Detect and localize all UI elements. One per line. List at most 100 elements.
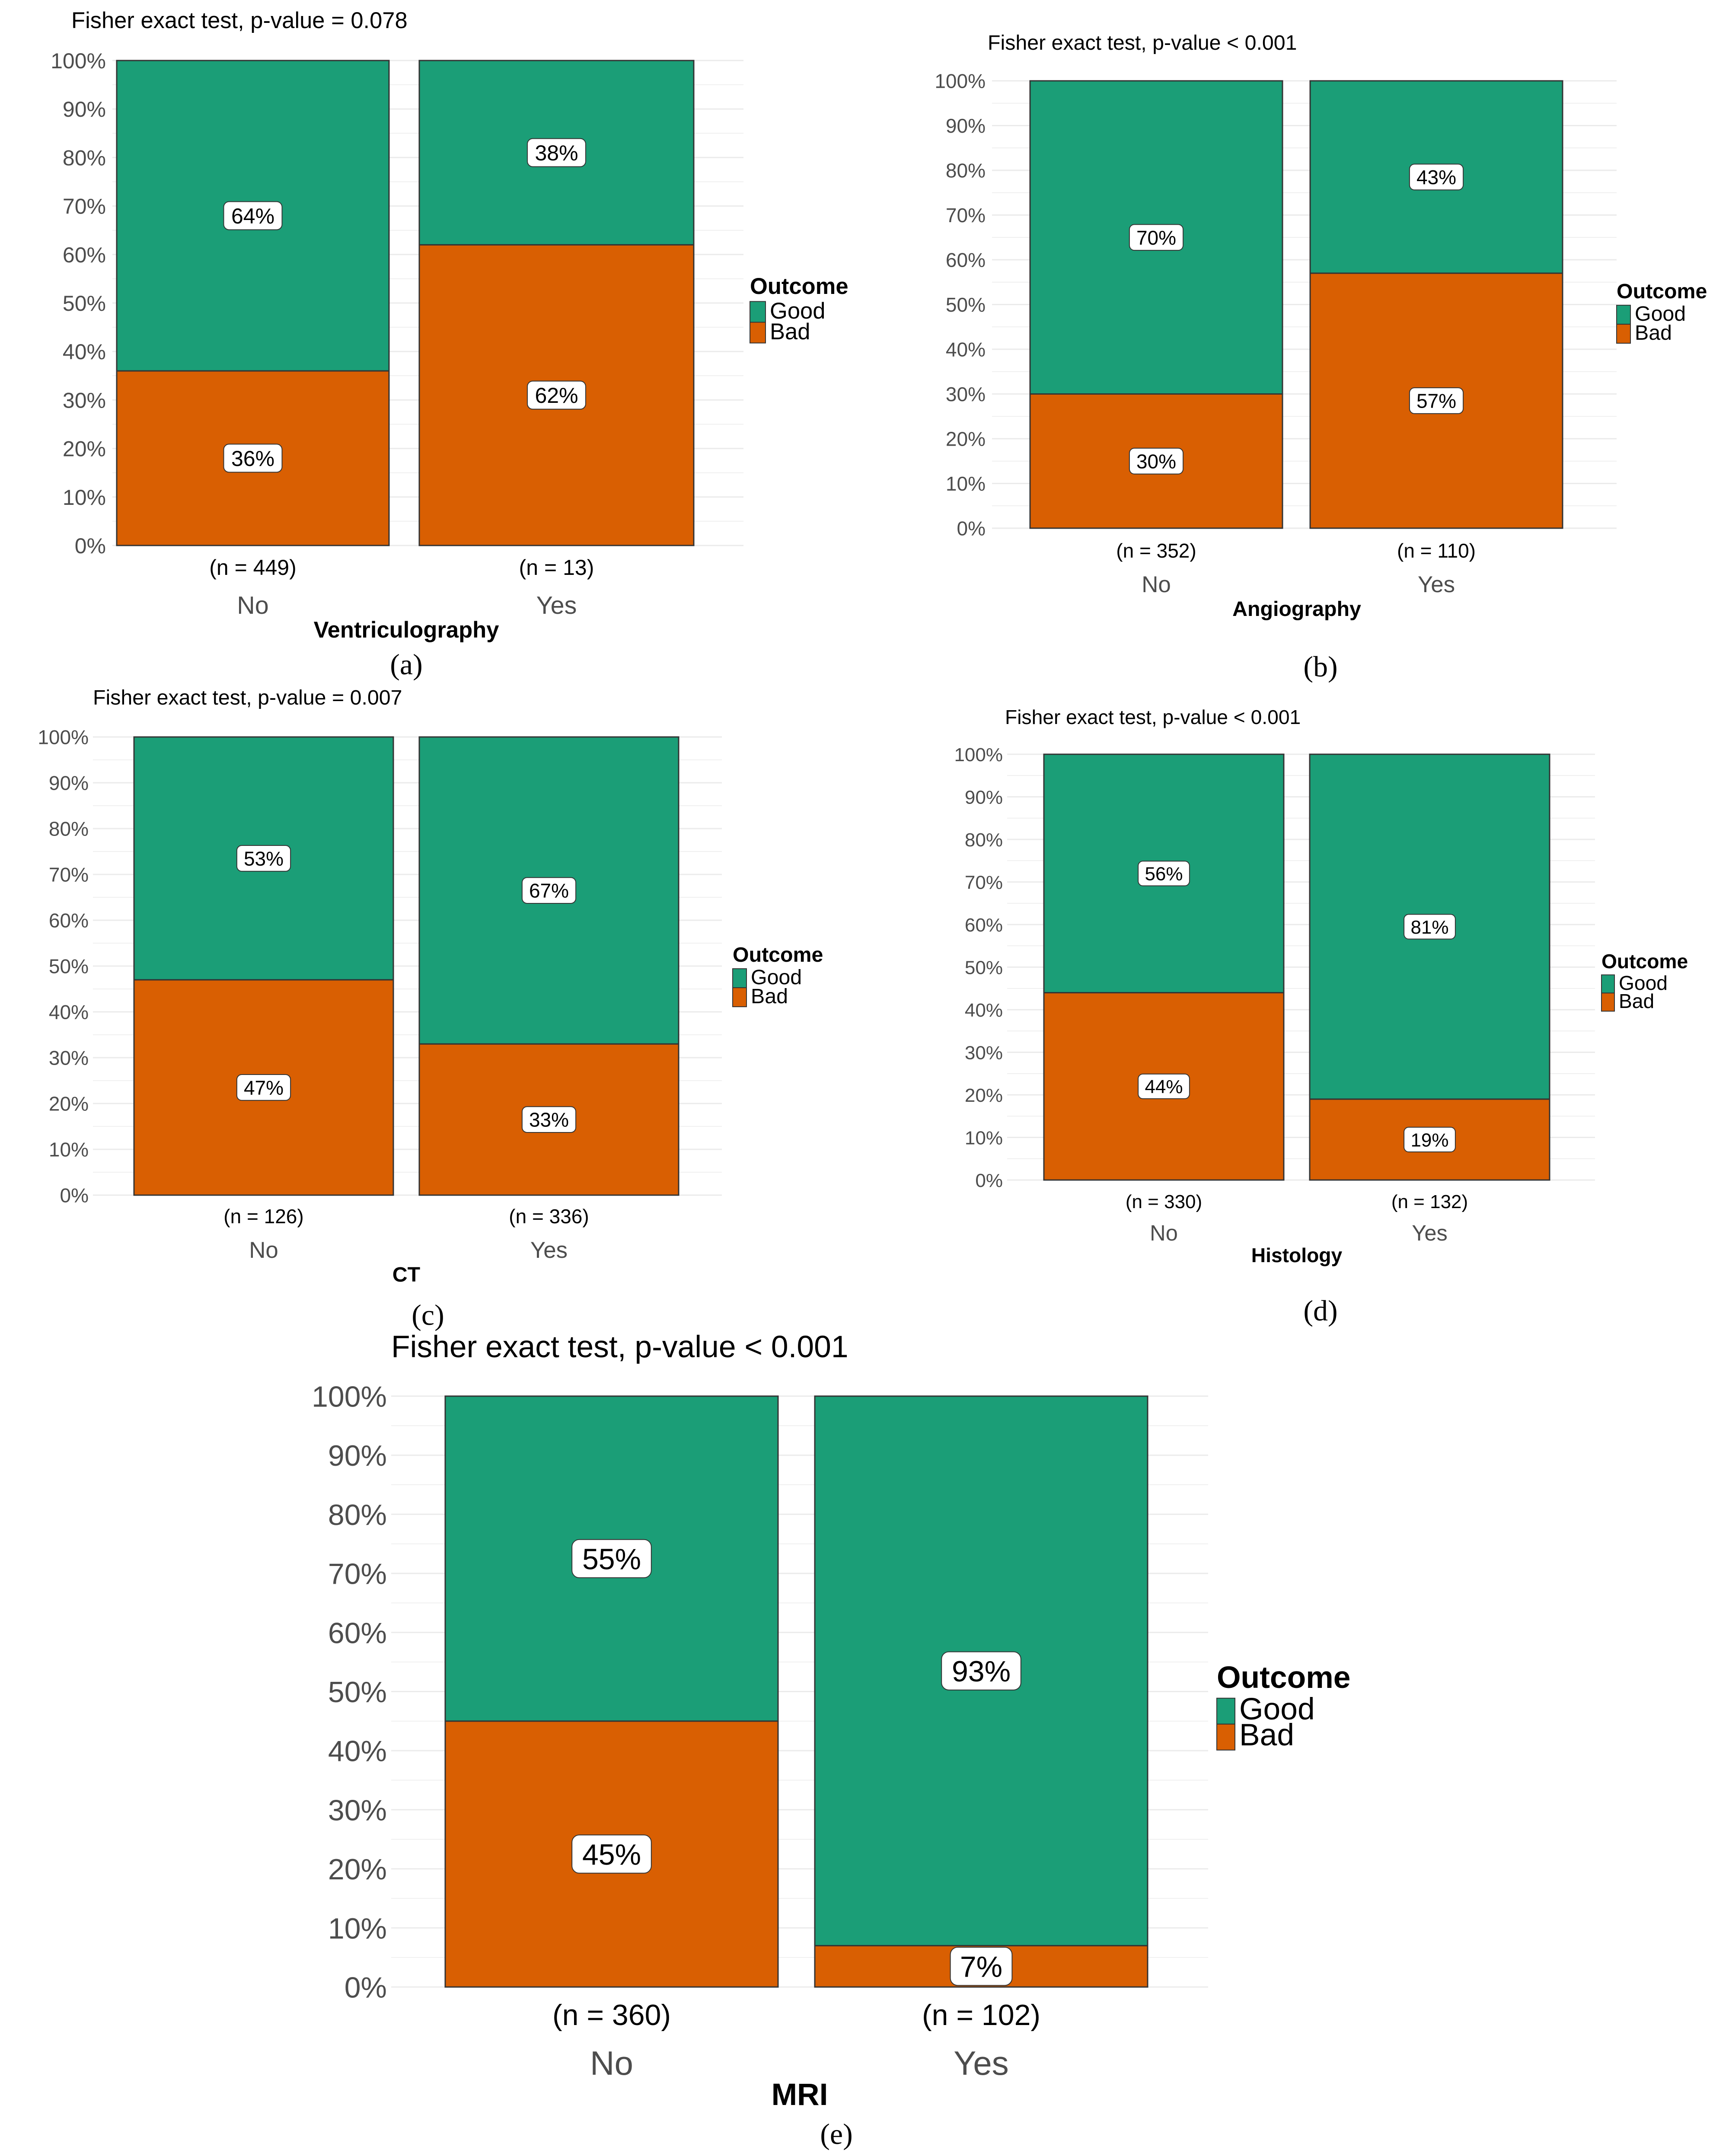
y-tick-label: 20% (63, 437, 106, 461)
good-yes-data-label: 43% (1416, 166, 1456, 188)
y-tick-label: 70% (328, 1558, 387, 1591)
y-tick-label: 20% (328, 1853, 387, 1886)
n-label-yes: (n = 132) (1391, 1191, 1468, 1212)
chart-title: Fisher exact test, p-value = 0.078 (71, 8, 408, 33)
y-tick-label: 50% (328, 1676, 387, 1709)
y-tick-label: 60% (49, 909, 89, 932)
bad-no-label-box (236, 1074, 291, 1101)
bad-no-data-label: 47% (244, 1076, 284, 1099)
chart-panel-a: 0% 10% 20% 30% 40% 50% 60% 70% 80% 90% 100% 36% 64% (… (51, 8, 848, 681)
n-label-no: (n = 449) (209, 555, 297, 580)
n-label-no: (n = 330) (1126, 1191, 1202, 1212)
x-tick-label-yes: Yes (954, 2044, 1009, 2082)
bad-no-label-box (223, 443, 283, 473)
y-tick-label: 30% (965, 1042, 1003, 1063)
y-tick-label: 30% (63, 388, 106, 412)
legend-title: Outcome (1617, 280, 1707, 303)
y-tick-label: 90% (946, 115, 986, 137)
legend-label-good: Good (751, 966, 802, 989)
good-no-label-box (1138, 861, 1190, 887)
y-tick-label: 90% (965, 787, 1003, 808)
chart-title: Fisher exact test, p-value = 0.007 (93, 686, 402, 709)
y-tick-label: 10% (63, 485, 106, 510)
good-no-data-label: 56% (1145, 864, 1183, 885)
legend-title: Outcome (1217, 1660, 1350, 1695)
y-tick-label: 80% (49, 818, 89, 840)
panel-caption: (e) (820, 2118, 852, 2150)
legend-title: Outcome (750, 274, 849, 299)
good-yes-label-box (941, 1651, 1021, 1690)
good-no-label-box (223, 201, 283, 230)
y-tick-label: 10% (946, 472, 986, 495)
y-tick-label: 70% (63, 195, 106, 219)
bad-yes-data-label: 33% (529, 1109, 569, 1131)
y-tick-label: 50% (965, 957, 1003, 978)
y-tick-label: 10% (328, 1912, 387, 1945)
y-tick-label: 0% (957, 517, 986, 540)
good-no-label-box (1129, 224, 1184, 251)
legend-label-good: Good (1635, 302, 1686, 325)
y-tick-label: 90% (328, 1439, 387, 1472)
y-tick-label: 60% (946, 249, 986, 271)
y-tick-label: 20% (946, 428, 986, 450)
legend-swatch-good (732, 968, 747, 989)
legend-label-bad: Bad (1239, 1718, 1294, 1752)
y-tick-label: 20% (965, 1085, 1003, 1106)
bad-no-label-box (1129, 447, 1184, 475)
y-tick-label: 60% (965, 915, 1003, 936)
legend-label-bad: Bad (1635, 321, 1672, 344)
chart-panel-c: 0% 10% 20% 30% 40% 50% 60% 70% 80% 90% 100% 47% 53% (… (38, 686, 823, 1331)
y-tick-label: 0% (975, 1170, 1003, 1191)
good-no-data-label: 70% (1136, 226, 1176, 249)
good-no-data-label: 55% (582, 1543, 641, 1576)
y-tick-label: 40% (946, 338, 986, 361)
legend-swatch-good (1601, 974, 1615, 994)
legend-swatch-bad (1601, 992, 1615, 1012)
bad-no-data-label: 44% (1145, 1076, 1183, 1097)
good-yes-label-box (1404, 914, 1456, 940)
x-tick-label-yes: Yes (530, 1237, 568, 1263)
y-tick-label: 90% (49, 772, 89, 794)
y-tick-label: 90% (63, 97, 106, 121)
bad-yes-label-box (1409, 387, 1464, 414)
x-axis-title: Histology (1251, 1244, 1343, 1266)
bad-no-label-box (571, 1834, 652, 1874)
n-label-yes: (n = 13) (519, 555, 594, 580)
bad-yes-label-box (521, 1106, 577, 1133)
good-no-data-label: 53% (244, 847, 284, 870)
y-tick-label: 0% (345, 1971, 387, 2004)
bad-yes-data-label: 62% (535, 383, 578, 408)
bad-no-label-box (1138, 1073, 1190, 1099)
n-label-yes: (n = 336) (509, 1205, 589, 1228)
good-no-label-box (571, 1539, 652, 1579)
legend-label-bad: Bad (770, 319, 810, 344)
bad-no-data-label: 30% (1136, 450, 1176, 472)
y-tick-label: 100% (51, 49, 106, 73)
y-tick-label: 50% (63, 291, 106, 316)
bad-no-data-label: 45% (582, 1838, 641, 1871)
panel-caption: (c) (412, 1298, 444, 1331)
x-tick-label-no: No (1142, 572, 1171, 597)
legend-label-good: Good (1619, 972, 1668, 994)
bad-no-data-label: 36% (231, 447, 274, 471)
x-tick-label-no: No (249, 1237, 278, 1263)
y-tick-label: 70% (946, 204, 986, 226)
n-label-no: (n = 126) (223, 1205, 303, 1228)
n-label-no: (n = 352) (1116, 539, 1196, 562)
y-tick-label: 80% (328, 1499, 387, 1531)
y-tick-label: 30% (328, 1794, 387, 1827)
bad-yes-data-label: 57% (1416, 390, 1456, 412)
y-tick-label: 70% (49, 864, 89, 886)
y-tick-label: 50% (946, 293, 986, 316)
n-label-yes: (n = 110) (1397, 539, 1476, 562)
legend-swatch-good (1616, 305, 1631, 325)
legend-swatch-bad (732, 987, 747, 1008)
legend-label-bad: Bad (751, 985, 788, 1008)
good-yes-data-label: 93% (952, 1655, 1011, 1688)
y-tick-label: 50% (49, 955, 89, 978)
